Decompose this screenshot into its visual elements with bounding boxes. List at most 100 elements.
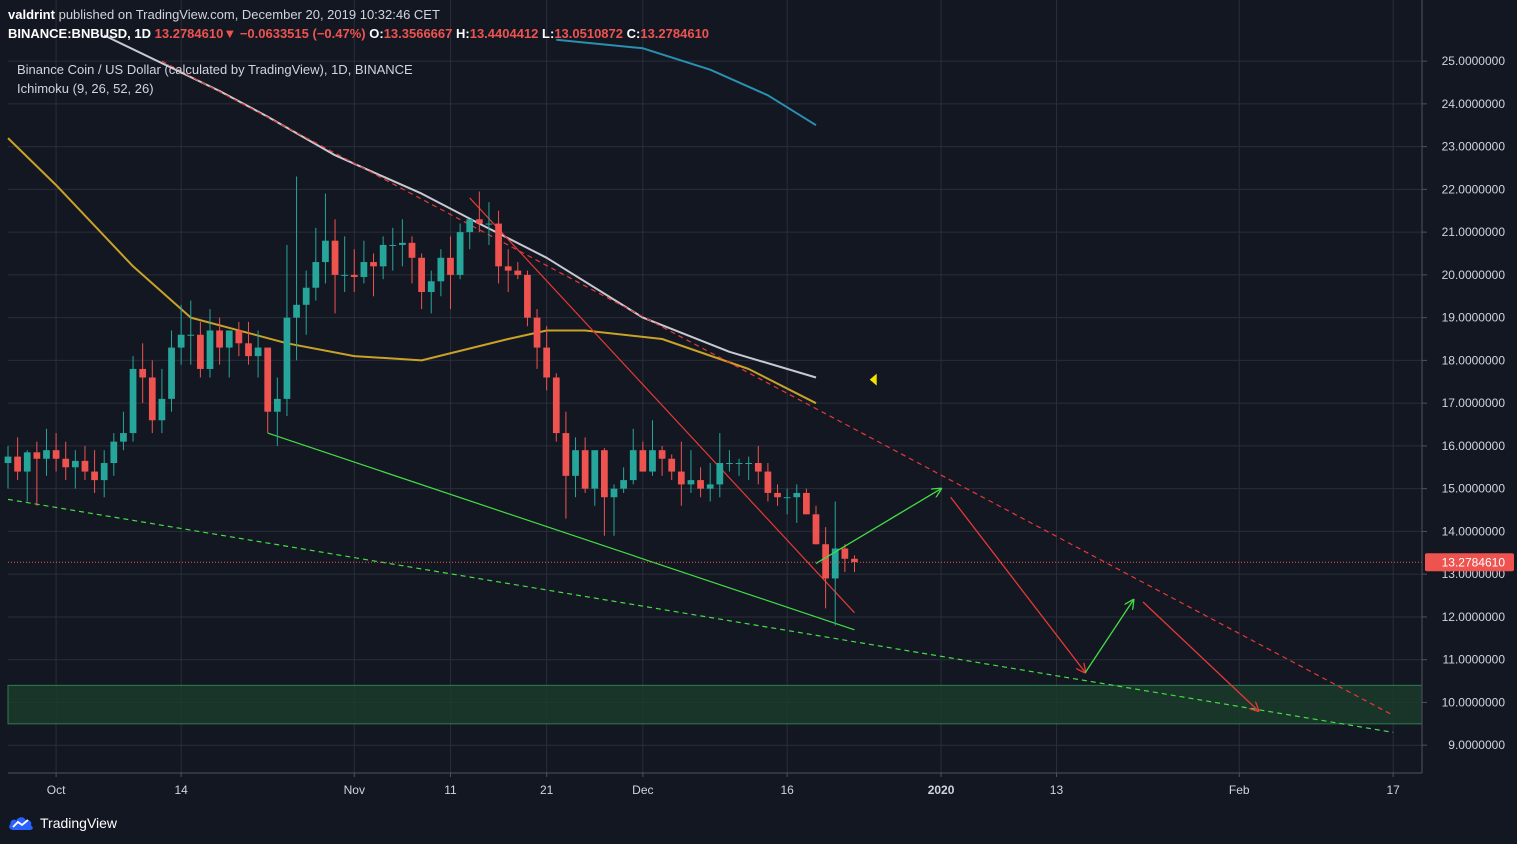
legend-indicator[interactable]: Ichimoku (9, 26, 52, 26) [17,81,154,96]
candle[interactable] [764,463,772,502]
candle[interactable] [726,450,733,472]
candles-layer[interactable] [4,176,858,626]
candle[interactable] [504,249,512,292]
candle[interactable] [110,433,118,476]
candle[interactable] [187,300,195,365]
candle[interactable] [485,202,493,245]
candle[interactable] [706,463,714,502]
candle[interactable] [81,445,89,481]
candle[interactable] [812,505,820,545]
candle[interactable] [668,454,676,481]
candle[interactable] [822,527,829,609]
candle[interactable] [466,219,474,250]
candle[interactable] [687,450,695,493]
candle[interactable] [475,191,483,233]
high-value: 13.4404412 [469,26,539,41]
candle[interactable] [831,501,839,626]
candle[interactable] [735,458,743,476]
candle[interactable] [572,437,579,498]
candle[interactable] [841,544,849,573]
candle[interactable] [399,219,406,267]
candle[interactable] [91,450,98,493]
author-name[interactable]: valdrint [8,7,55,22]
candle-body [399,242,406,245]
candle-body [322,240,329,263]
candle[interactable] [341,236,349,292]
candle[interactable] [4,445,12,489]
candle[interactable] [379,236,387,280]
candle-body [216,330,223,348]
candle[interactable] [562,411,570,519]
candle[interactable] [677,441,685,506]
candle[interactable] [543,326,551,391]
candle[interactable] [774,484,781,506]
candle[interactable] [168,330,175,412]
symbol-label[interactable]: BINANCE:BNBUSD, 1D [8,26,152,41]
candle[interactable] [793,484,801,523]
legend-title[interactable]: Binance Coin / US Dollar (calculated by … [17,62,413,77]
candle[interactable] [148,360,156,434]
candle[interactable] [697,467,704,498]
candle[interactable] [14,437,21,481]
candle[interactable] [514,262,522,280]
candle[interactable] [129,356,137,442]
candle[interactable] [216,317,223,365]
candle[interactable] [254,330,262,378]
candle[interactable] [197,321,204,378]
candle[interactable] [360,240,368,284]
candle[interactable] [235,321,243,357]
candle[interactable] [581,437,589,493]
candle[interactable] [62,441,70,481]
candle[interactable] [312,227,320,301]
candle[interactable] [33,441,41,506]
candle[interactable] [350,249,358,292]
brand-footer[interactable]: TradingView [8,815,117,831]
candle[interactable] [658,445,666,476]
candle[interactable] [495,210,502,284]
candle[interactable] [552,373,560,442]
candle[interactable] [620,467,627,493]
candle[interactable] [754,445,762,485]
candle[interactable] [639,441,647,472]
candle[interactable] [629,428,637,485]
candle[interactable] [783,488,791,515]
candle[interactable] [418,253,425,310]
candle[interactable] [447,236,454,310]
candle[interactable] [437,249,445,297]
candle[interactable] [273,377,281,446]
candle[interactable] [524,270,531,327]
candle[interactable] [206,309,214,378]
candle[interactable] [71,450,79,489]
candle[interactable] [177,304,185,365]
candle[interactable] [225,330,233,378]
candle[interactable] [427,270,435,314]
candle[interactable] [803,488,810,515]
candle[interactable] [591,450,599,506]
candle[interactable] [293,176,300,361]
candle[interactable] [408,236,416,284]
candle[interactable] [139,343,147,404]
candle[interactable] [43,428,50,476]
candle[interactable] [851,555,858,573]
candle[interactable] [245,321,252,365]
candle[interactable] [716,433,724,498]
candle[interactable] [533,309,541,369]
candle[interactable] [601,448,608,536]
candle[interactable] [120,411,127,451]
candle[interactable] [302,270,310,335]
candle[interactable] [23,450,31,502]
candle[interactable] [456,223,464,280]
candle[interactable] [100,450,108,498]
candle[interactable] [745,456,753,481]
candle[interactable] [649,420,656,476]
candle[interactable] [264,347,272,434]
candle[interactable] [389,227,397,271]
candle[interactable] [322,193,329,284]
candle[interactable] [610,484,618,536]
candle[interactable] [52,433,60,472]
candle[interactable] [331,219,339,314]
candle[interactable] [283,244,291,416]
candle[interactable] [158,368,166,434]
candle[interactable] [370,253,377,297]
